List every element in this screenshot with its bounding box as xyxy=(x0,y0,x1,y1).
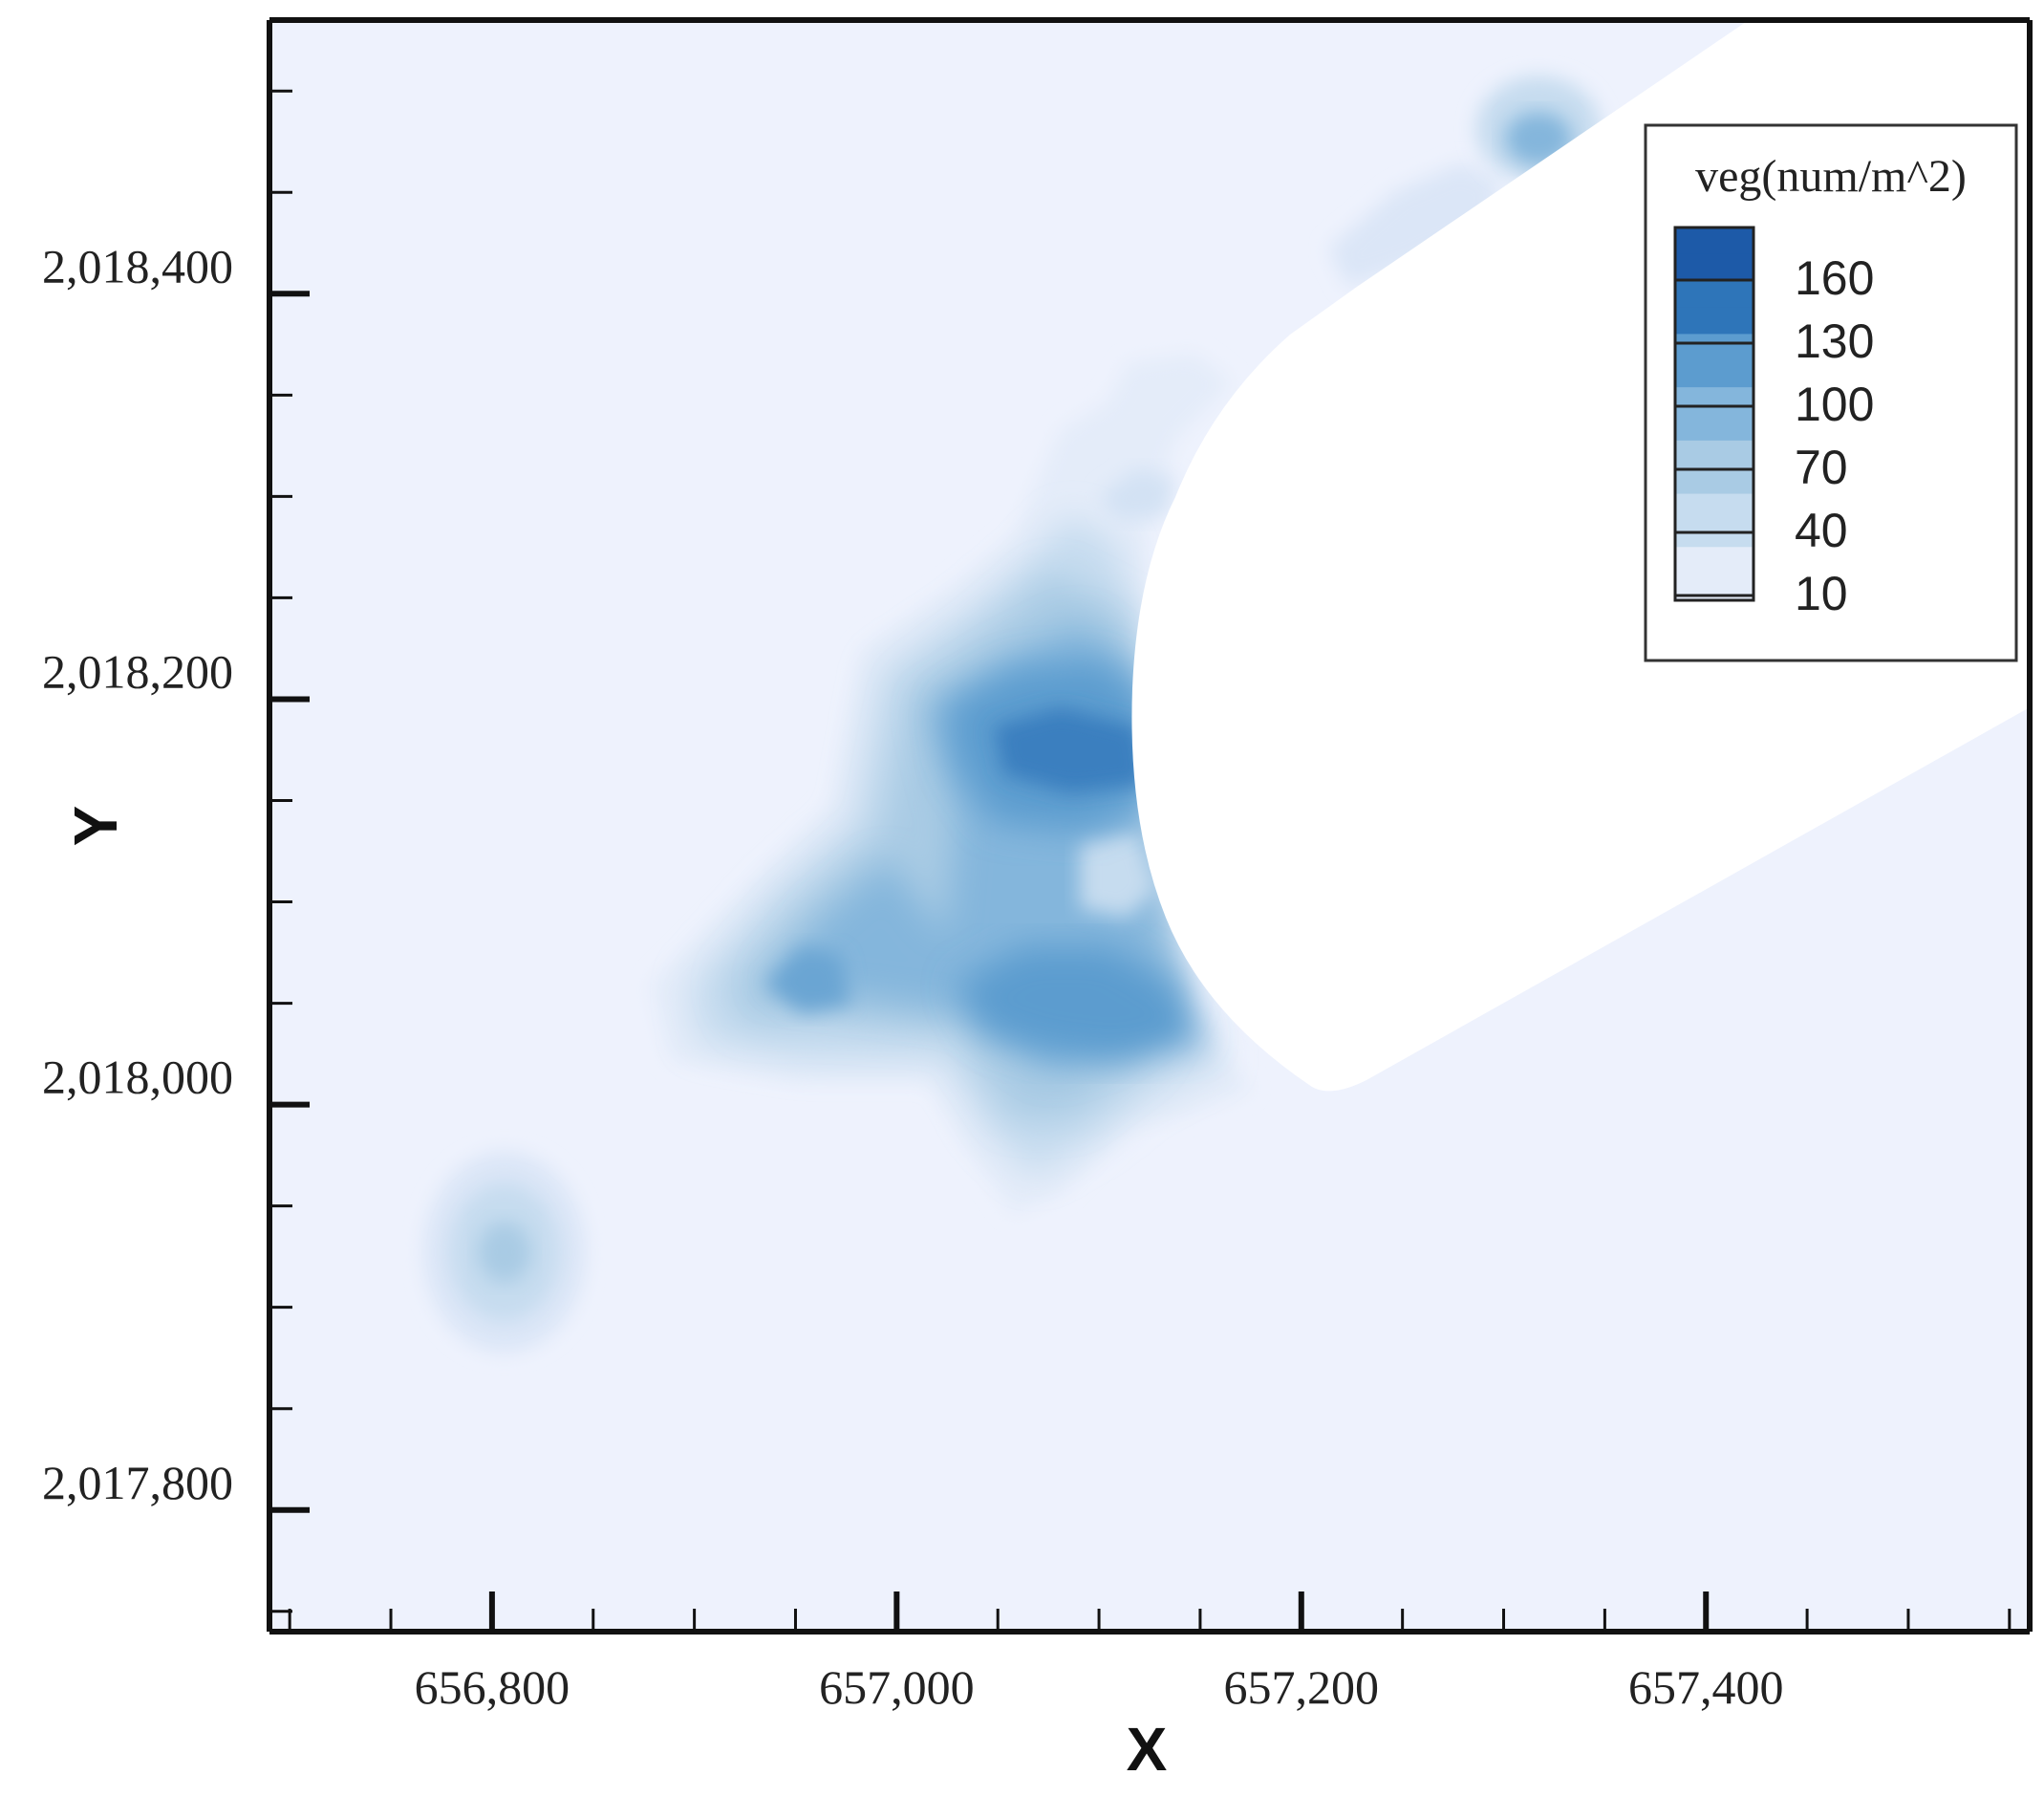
y-tick-labels: 2,017,800 2,018,000 2,018,200 2,018,400 xyxy=(42,239,233,1508)
legend-labels: 160 130 100 70 40 10 xyxy=(1795,251,1874,620)
legend-color-band xyxy=(1675,227,1754,255)
axes xyxy=(267,17,2033,1635)
legend-level-label: 130 xyxy=(1795,314,1874,368)
y-tick-label: 2,017,800 xyxy=(42,1456,233,1509)
contour-isolated-core xyxy=(478,1222,531,1283)
contour-level-160 xyxy=(994,707,1147,793)
y-tick-label: 2,018,200 xyxy=(42,644,233,698)
y-axis-title: Y xyxy=(61,806,130,847)
legend-level-label: 40 xyxy=(1795,504,1848,557)
legend-color-band xyxy=(1675,360,1754,388)
legend-color-band xyxy=(1675,547,1754,574)
legend-level-label: 10 xyxy=(1795,567,1848,620)
x-tick-label: 656,800 xyxy=(415,1660,570,1714)
x-ticks xyxy=(288,1591,2012,1632)
x-tick-label: 657,200 xyxy=(1224,1660,1380,1714)
y-ticks xyxy=(269,89,310,1613)
legend-color-band xyxy=(1675,253,1754,282)
legend-color-band xyxy=(1675,280,1754,309)
contour-field xyxy=(423,20,2030,1353)
x-tick-label: 657,400 xyxy=(1628,1660,1784,1714)
legend-color-band xyxy=(1675,387,1754,415)
legend-swatches xyxy=(1673,226,1755,602)
legend-color-band xyxy=(1675,493,1754,521)
contour-level-130-west xyxy=(764,946,850,1013)
contour-upper-patch xyxy=(1099,468,1175,521)
legend-title: veg(num/m^2) xyxy=(1695,151,1967,202)
legend-colorbar-border xyxy=(1673,226,1755,602)
legend-color-band xyxy=(1675,334,1754,361)
y-tick-label: 2,018,000 xyxy=(42,1050,233,1104)
x-tick-label: 657,000 xyxy=(819,1660,975,1714)
legend-color-band xyxy=(1675,307,1754,335)
legend-color-band xyxy=(1675,520,1754,548)
y-tick-label: 2,018,400 xyxy=(42,239,233,292)
legend-color-band xyxy=(1675,466,1754,495)
legend-level-label: 70 xyxy=(1795,441,1848,494)
legend-color-band xyxy=(1675,414,1754,442)
legend: veg(num/m^2) 160 130 100 70 40 10 xyxy=(1644,123,2018,662)
x-tick-labels: 656,800 657,000 657,200 657,400 xyxy=(415,1660,1784,1714)
legend-color-band xyxy=(1675,440,1754,468)
x-axis-title: X xyxy=(1127,1715,1168,1784)
legend-level-label: 100 xyxy=(1795,378,1874,431)
contour-north-strip xyxy=(1328,162,1500,287)
contour-light-inset xyxy=(1080,832,1156,918)
contour-level-130-lower xyxy=(956,946,1204,1061)
legend-level-label: 160 xyxy=(1795,251,1874,305)
